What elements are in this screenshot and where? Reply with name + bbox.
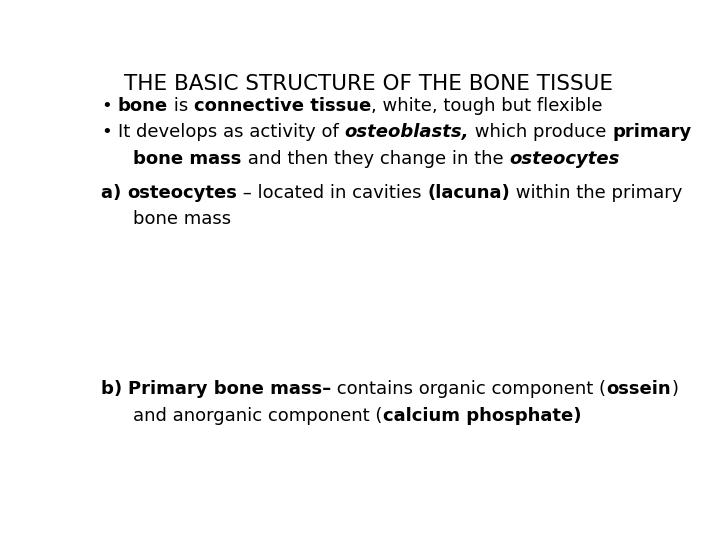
Text: , white, tough but flexible: , white, tough but flexible — [372, 97, 603, 115]
Text: bone mass: bone mass — [133, 211, 232, 228]
Text: osteoblasts,: osteoblasts, — [344, 123, 469, 141]
Text: and anorganic component (: and anorganic component ( — [133, 407, 383, 424]
Text: osteocytes: osteocytes — [509, 150, 619, 167]
Text: osteocytes: osteocytes — [127, 184, 237, 202]
Text: ossein: ossein — [606, 381, 671, 399]
Text: – located in cavities: – located in cavities — [237, 184, 428, 202]
Text: contains organic component (: contains organic component ( — [331, 381, 606, 399]
Text: a): a) — [101, 184, 127, 202]
Text: which produce: which produce — [469, 123, 612, 141]
Text: connective tissue: connective tissue — [194, 97, 372, 115]
Text: •: • — [101, 123, 112, 141]
Text: •: • — [101, 97, 112, 115]
Text: It develops as activity of: It develops as activity of — [118, 123, 344, 141]
Text: is: is — [168, 97, 194, 115]
Text: Primary bone mass–: Primary bone mass– — [128, 381, 331, 399]
Text: ): ) — [671, 381, 678, 399]
Text: bone: bone — [118, 97, 168, 115]
Text: primary: primary — [612, 123, 691, 141]
Text: bone mass: bone mass — [133, 150, 242, 167]
Text: b): b) — [101, 381, 128, 399]
Text: and then they change in the: and then they change in the — [242, 150, 509, 167]
Text: (lacuna): (lacuna) — [428, 184, 510, 202]
Text: within the primary: within the primary — [510, 184, 683, 202]
Text: THE BASIC STRUCTURE OF THE BONE TISSUE: THE BASIC STRUCTURE OF THE BONE TISSUE — [125, 74, 613, 94]
Text: calcium phosphate): calcium phosphate) — [383, 407, 581, 424]
